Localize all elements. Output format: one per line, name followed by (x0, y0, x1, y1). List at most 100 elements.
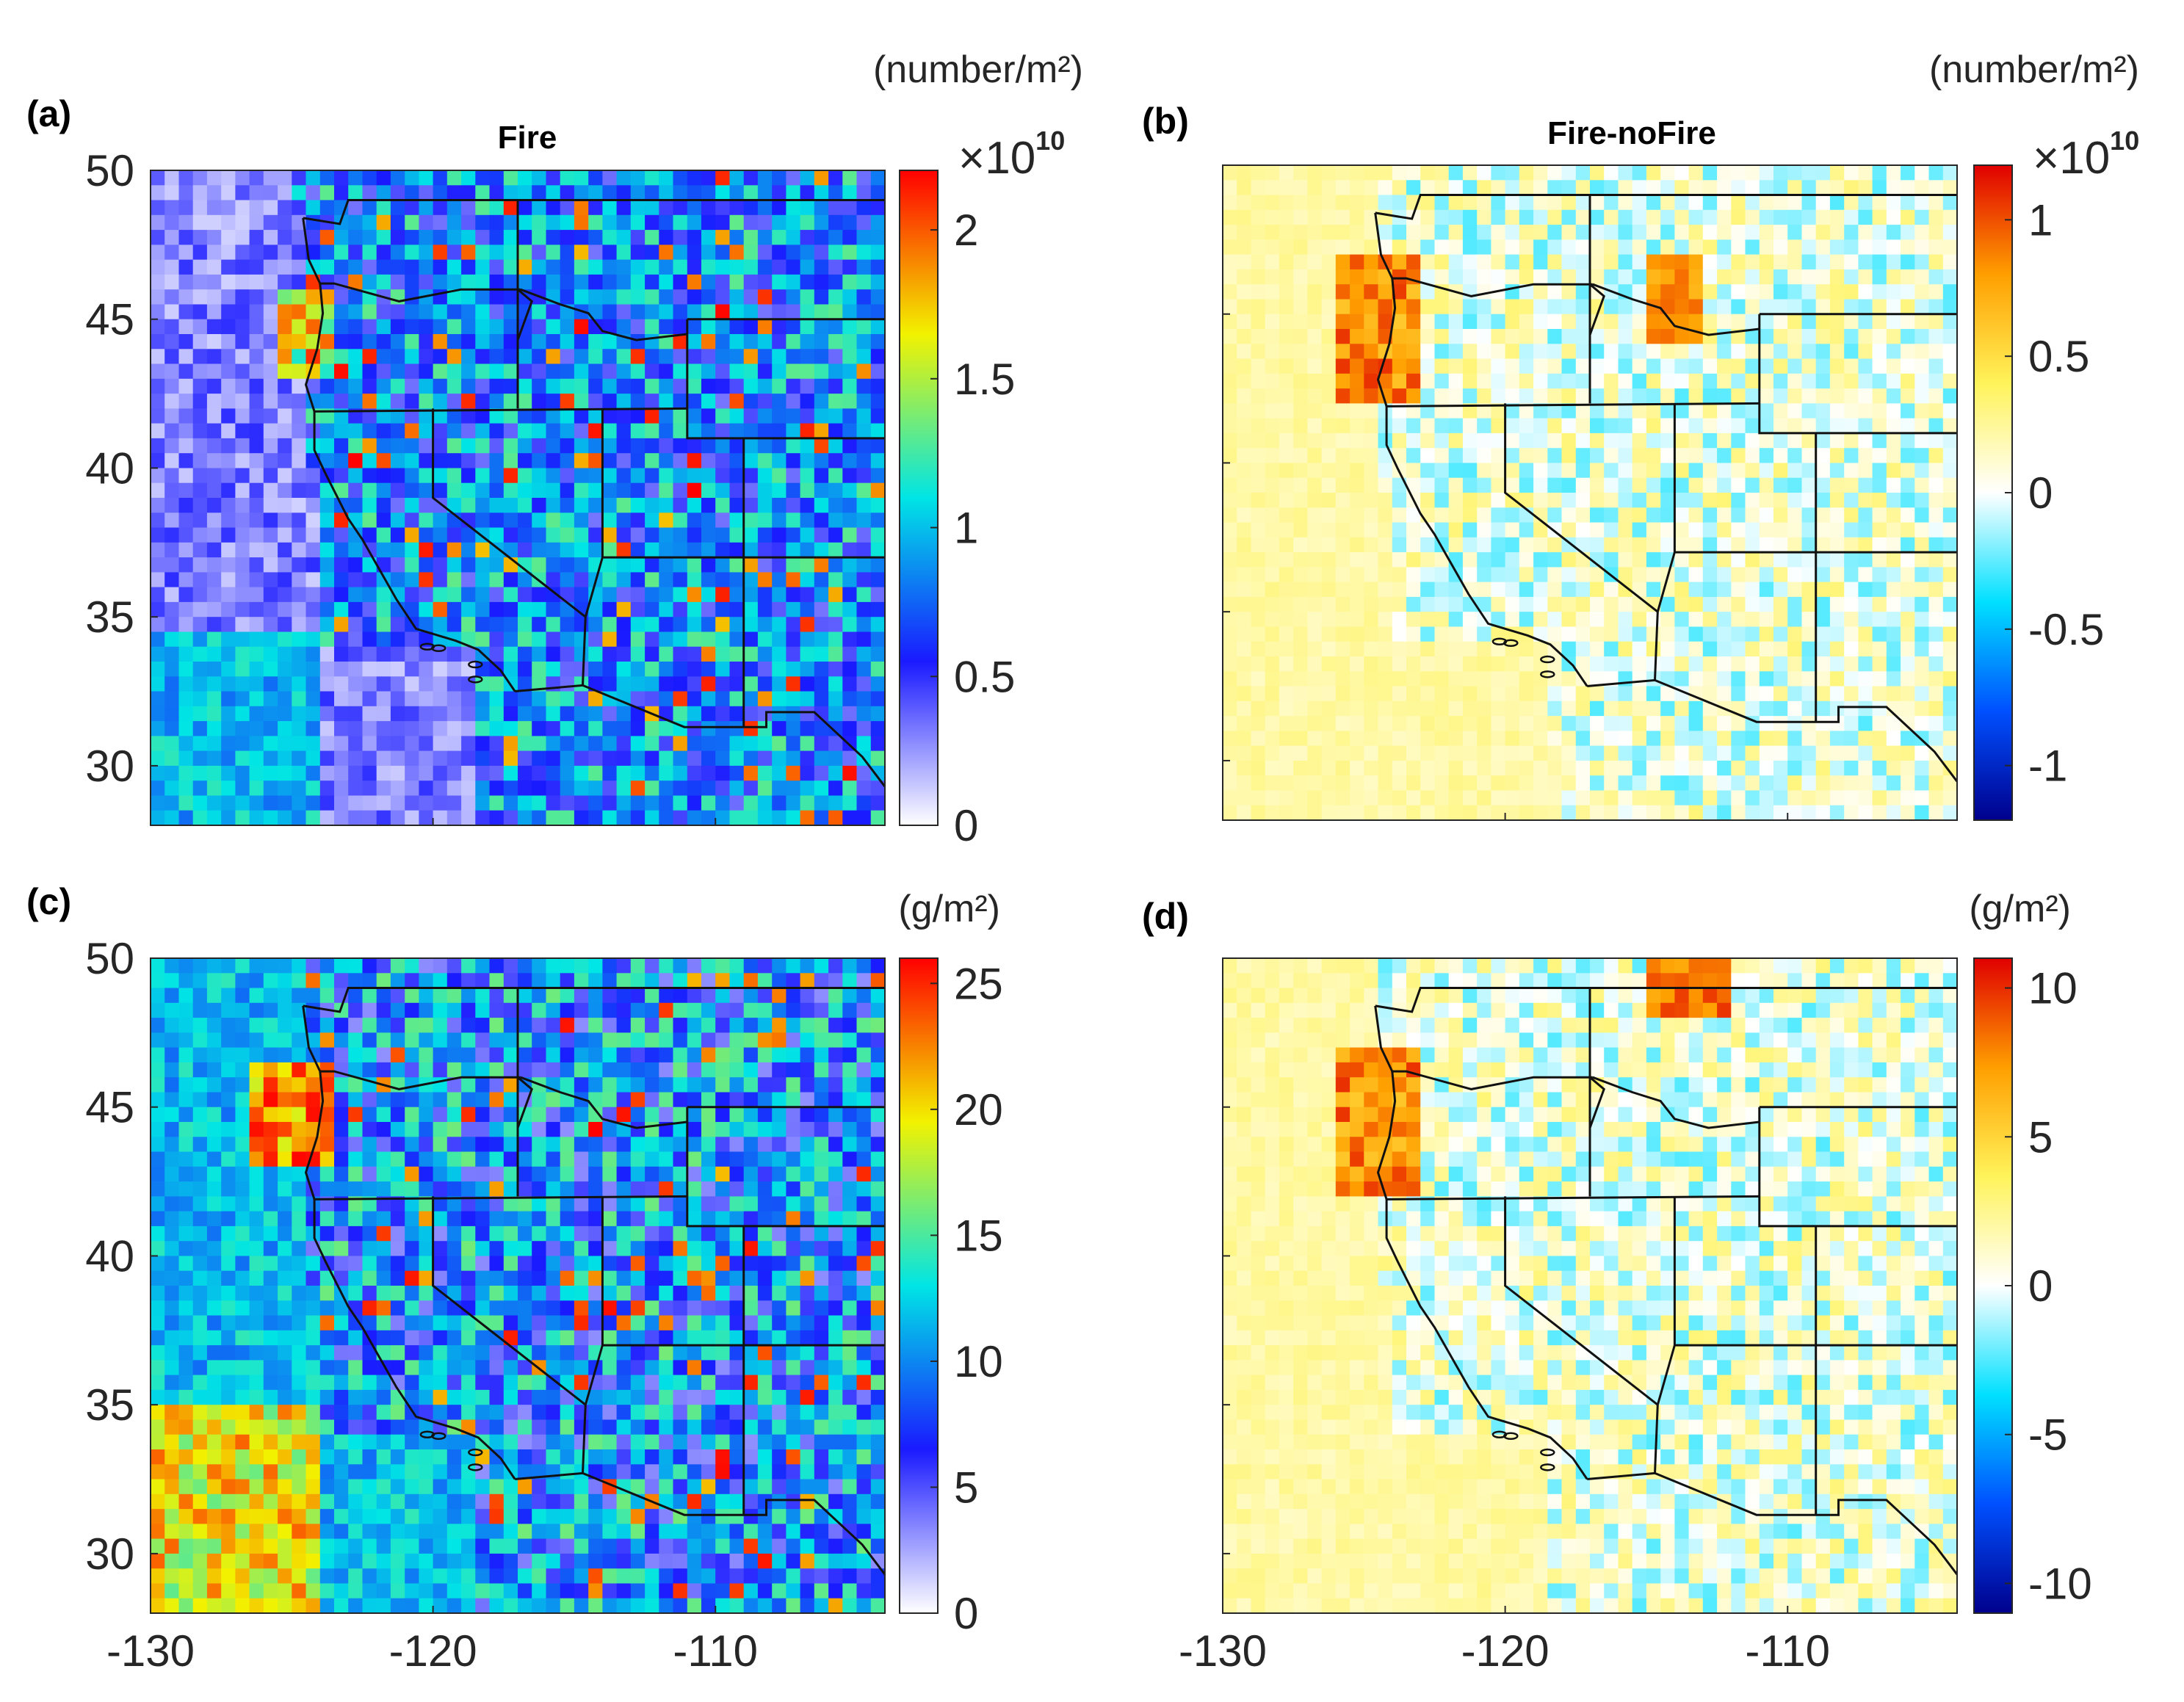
heatmap-cell (151, 1524, 165, 1540)
heatmap-cell (292, 274, 307, 290)
heatmap-cell (560, 513, 575, 529)
heatmap-cell (1660, 731, 1676, 747)
heatmap-cell (1688, 314, 1704, 330)
heatmap-cell (870, 200, 886, 216)
heatmap-cell (1575, 596, 1591, 612)
heatmap-cell (588, 185, 604, 201)
heatmap-cell (1575, 195, 1591, 211)
heatmap-cell (1462, 507, 1478, 524)
heatmap-cell (319, 259, 335, 275)
heatmap-cell (1886, 552, 1901, 568)
heatmap-cell (433, 185, 448, 201)
heatmap-cell (532, 513, 547, 529)
heatmap-cell (743, 274, 759, 290)
heatmap-cell (1533, 403, 1549, 419)
heatmap-cell (362, 617, 377, 633)
heatmap-cell (461, 646, 477, 662)
heatmap-cell (178, 810, 194, 826)
heatmap-cell (278, 662, 293, 678)
heatmap-cell (1801, 165, 1817, 181)
heatmap-cell (390, 587, 405, 603)
heatmap-cell (503, 304, 518, 320)
heatmap-cell (390, 631, 405, 648)
heatmap-cell (348, 170, 364, 187)
heatmap-cell (1717, 432, 1732, 449)
heatmap-cell (1519, 180, 1534, 196)
heatmap-cell (390, 765, 405, 781)
heatmap-cell (1660, 596, 1676, 612)
heatmap-cell (1378, 790, 1393, 806)
heatmap-cell (206, 408, 222, 424)
heatmap-cell (1505, 745, 1520, 761)
heatmap-cell (1350, 493, 1365, 509)
heatmap-cell (772, 304, 787, 320)
heatmap-cell (687, 363, 702, 380)
heatmap-cell (446, 363, 462, 380)
heatmap-cell (814, 334, 829, 350)
heatmap-cell (1519, 314, 1534, 330)
heatmap-cell (192, 1018, 208, 1034)
heatmap-cell (1477, 582, 1492, 598)
heatmap-cell (1364, 596, 1379, 612)
heatmap-cell (1251, 612, 1266, 628)
heatmap-cell (828, 170, 844, 187)
heatmap-cell (1561, 299, 1577, 315)
heatmap-cell (1237, 596, 1252, 612)
heatmap-cell (1561, 209, 1577, 225)
heatmap-cell (461, 482, 477, 499)
heatmap-cell (701, 706, 716, 722)
heatmap-cell (1293, 239, 1309, 256)
heatmap-cell (192, 1583, 208, 1599)
heatmap-cell (249, 304, 264, 320)
heatmap-cell (1321, 596, 1337, 612)
heatmap-cell (842, 468, 858, 484)
heatmap-cell (673, 230, 688, 246)
heatmap-cell (870, 810, 886, 826)
heatmap-cell (786, 587, 801, 603)
heatmap-cell (178, 1524, 194, 1540)
heatmap-cell (1378, 775, 1393, 792)
heatmap-cell (729, 423, 745, 439)
heatmap-cell (1604, 448, 1619, 464)
heatmap-cell (489, 572, 505, 588)
heatmap-cell (446, 394, 462, 410)
heatmap-cell (1477, 209, 1492, 225)
heatmap-cell (828, 274, 844, 290)
heatmap-cell (1801, 731, 1817, 747)
heatmap-cell (390, 750, 405, 767)
heatmap-cell (1759, 582, 1774, 598)
heatmap-cell (178, 617, 194, 633)
heatmap-cell (164, 631, 180, 648)
heatmap-cell (489, 781, 505, 797)
heatmap-cell (1321, 745, 1337, 761)
heatmap-cell (235, 958, 250, 974)
heatmap-cell (1901, 790, 1916, 806)
heatmap-cell (1307, 463, 1323, 479)
heatmap-cell (206, 810, 222, 826)
heatmap-cell (405, 453, 420, 469)
heatmap-cell (1688, 671, 1704, 687)
colorbar-tick-label: 0.5 (2028, 332, 2089, 381)
heatmap-cell (1307, 656, 1323, 673)
heatmap-cell (1759, 403, 1774, 419)
heatmap-cell (1745, 358, 1760, 374)
heatmap-cell (1928, 671, 1944, 687)
heatmap-cell (1575, 344, 1591, 360)
heatmap-cell (630, 453, 646, 469)
heatmap-cell (1237, 388, 1252, 405)
heatmap-cell (673, 214, 688, 231)
heatmap-cell (1942, 760, 1958, 776)
heatmap-cell (1858, 731, 1873, 747)
heatmap-cell (461, 394, 477, 410)
heatmap-cell (701, 304, 716, 320)
heatmap-cell (489, 245, 505, 261)
heatmap-cell (800, 349, 815, 365)
heatmap-cell (546, 468, 561, 484)
heatmap-cell (305, 810, 321, 826)
heatmap-cell (772, 453, 787, 469)
heatmap-cell (1265, 656, 1280, 673)
heatmap-cell (1646, 626, 1661, 642)
heatmap-cell (574, 438, 589, 454)
heatmap-cell (828, 617, 844, 633)
heatmap-cell (715, 185, 731, 201)
